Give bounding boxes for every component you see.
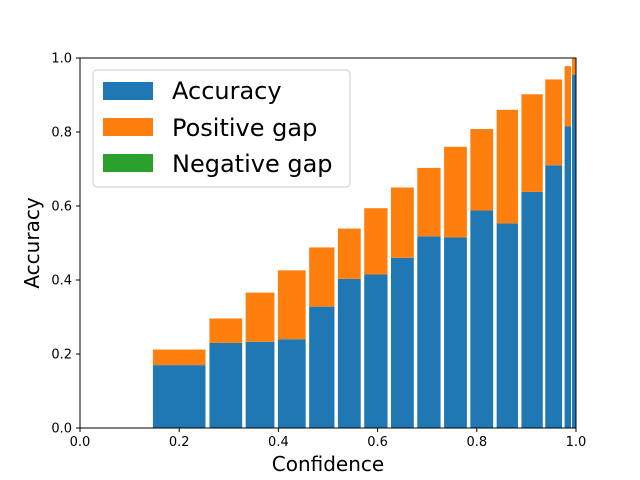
positive-gap-bar-1 [152,349,206,366]
y-tick-label: 0.2 [51,348,72,363]
positive-gap-bar-5 [309,247,335,307]
accuracy-bar-9 [417,236,441,428]
x-tick-label: 0.0 [70,435,91,450]
accuracy-bar-12 [496,223,518,428]
positive-gap-bar-6 [337,228,361,279]
x-tick-label: 1.0 [566,435,587,450]
legend-swatch-accuracy [103,82,153,100]
x-tick-label: 0.2 [169,435,190,450]
accuracy-bar-4 [277,339,306,428]
positive-gap-bar-16 [572,58,576,75]
accuracy-bar-2 [209,342,243,428]
positive-gap-bar-7 [364,208,388,275]
positive-gap-bar-10 [444,146,467,238]
x-tick-label: 0.4 [268,435,289,450]
y-tick-label: 1.0 [51,52,72,67]
legend-label-positive-gap: Positive gap [172,114,317,142]
accuracy-bar-7 [364,274,388,428]
x-tick-label: 0.8 [466,435,487,450]
accuracy-bar-14 [545,165,563,429]
positive-gap-bar-11 [470,129,494,211]
x-axis-ticks: 0.0 0.2 0.4 0.6 0.8 1.0 [70,428,587,450]
y-tick-label: 0.6 [51,200,72,215]
positive-gap-bar-12 [496,109,518,224]
plot-frame [79,57,577,429]
accuracy-bar-3 [245,341,275,428]
accuracy-bar-15 [564,126,572,428]
legend: Accuracy Positive gap Negative gap [92,69,351,188]
y-axis-ticks: 0.0 0.2 0.4 0.6 0.8 1.0 [51,52,80,437]
y-axis-label: Accuracy [20,197,44,288]
legend-label-accuracy: Accuracy [172,77,282,105]
accuracy-bar-6 [337,278,361,428]
legend-label-negative-gap: Negative gap [172,150,333,178]
accuracy-bar-5 [309,306,335,428]
positive-gap-bar-15 [564,66,572,127]
positive-gap-bar-8 [390,187,414,258]
x-axis-label: Confidence [272,452,384,476]
positive-gap-bar-13 [521,94,543,192]
positive-gap-bar-2 [209,318,243,343]
legend-swatch-positive-gap [103,118,153,136]
positive-gap-bar-9 [417,167,441,237]
positive-gap-bar-4 [277,270,306,340]
accuracy-bar-13 [521,191,543,428]
accuracy-bar-11 [470,210,494,428]
legend-box [92,69,351,188]
legend-swatch-negative-gap [103,154,153,172]
positive-gap-bar-14 [545,79,563,166]
y-tick-label: 0.0 [51,422,72,437]
accuracy-bar-16 [572,74,576,429]
bars-group [152,58,576,429]
y-tick-label: 0.8 [51,126,72,141]
positive-gap-bar-3 [245,292,275,342]
y-tick-label: 0.4 [51,274,72,289]
accuracy-bar-8 [390,257,414,428]
x-tick-label: 0.6 [367,435,388,450]
accuracy-bar-1 [152,365,206,428]
accuracy-bar-10 [444,237,467,428]
